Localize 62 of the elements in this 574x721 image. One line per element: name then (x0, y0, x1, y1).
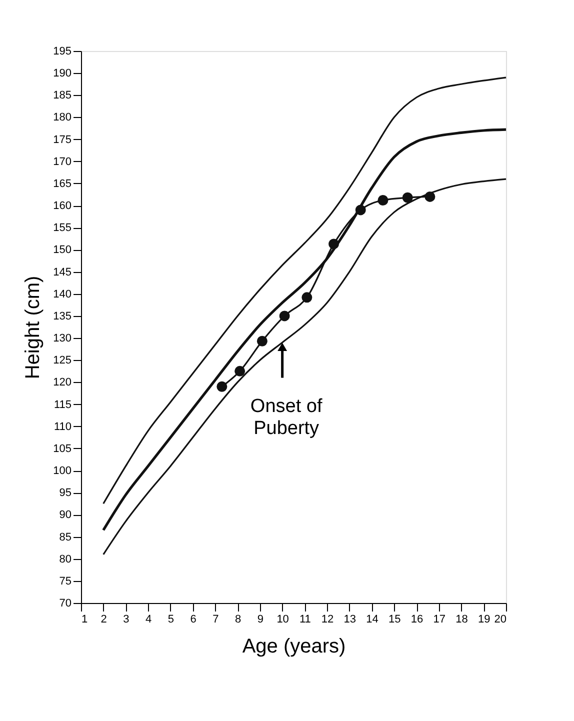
x-tick-label: 18 (456, 614, 468, 626)
x-tick-label: 9 (257, 614, 264, 626)
x-tick-label: 20 (494, 614, 506, 626)
y-tick-label: 160 (53, 200, 72, 212)
y-tick-label: 95 (59, 487, 72, 500)
x-tick-label: 5 (168, 614, 174, 626)
y-tick-label: 110 (54, 420, 72, 433)
x-tick-label: 2 (100, 614, 107, 626)
x-tick-label: 1 (82, 614, 88, 626)
line-series (102, 178, 507, 556)
x-tick-label: 11 (299, 614, 311, 626)
x-tick-label: 10 (276, 614, 289, 626)
point (216, 381, 228, 392)
y-tick-label: 150 (53, 244, 72, 256)
y-tick-label: 75 (59, 575, 72, 588)
y-tick-label: 100 (53, 465, 72, 478)
x-tick-label: 4 (146, 614, 152, 626)
line-series (102, 128, 508, 532)
point (355, 204, 366, 216)
point (328, 238, 340, 250)
y-tick-label: 80 (59, 553, 72, 566)
y-tick-label: 120 (53, 376, 72, 389)
y-tick-label: 175 (53, 134, 72, 146)
point (378, 195, 388, 206)
x-tick-label: 17 (433, 614, 446, 626)
y-tick-label: 190 (53, 68, 72, 80)
point (279, 310, 290, 322)
y-tick-label: 170 (53, 156, 72, 168)
x-axis-title: Age (years) (242, 636, 346, 658)
y-tick-label: 145 (53, 266, 72, 278)
x-tick-label: 15 (388, 614, 401, 626)
point (256, 336, 268, 346)
y-tick-label: 90 (59, 509, 72, 522)
y-tick-label: 135 (53, 310, 72, 322)
y-axis-title: Height (cm) (22, 276, 44, 380)
y-tick-label: 180 (53, 112, 72, 124)
x-tick-label: 3 (123, 614, 130, 626)
x-tick-label: 12 (321, 614, 334, 626)
x-tick-label: 19 (478, 614, 490, 626)
y-tick-label: 105 (53, 442, 72, 455)
y-tick-label: 185 (53, 90, 72, 102)
y-tick-label: 125 (53, 354, 72, 367)
x-tick-label: 6 (190, 614, 196, 626)
point (424, 191, 436, 202)
y-tick-label: 85 (59, 531, 72, 544)
y-tick-label: 115 (54, 398, 72, 411)
y-tick-label: 195 (53, 46, 72, 58)
line-series (102, 76, 507, 504)
annotation: Onset of Puberty (250, 396, 323, 439)
x-tick-label: 13 (344, 614, 356, 626)
y-tick-label: 155 (53, 222, 72, 234)
y-tick-label: 130 (53, 332, 72, 345)
point (234, 366, 246, 376)
x-tick-label: 7 (212, 614, 219, 626)
y-tick-label: 165 (53, 178, 72, 190)
x-tick-label: 16 (410, 614, 424, 626)
point (302, 292, 312, 303)
y-tick-label: 70 (59, 598, 72, 610)
point (402, 192, 413, 203)
y-tick-label: 140 (53, 288, 72, 300)
x-tick-label: 8 (235, 614, 242, 626)
x-tick-label: 14 (366, 614, 378, 626)
